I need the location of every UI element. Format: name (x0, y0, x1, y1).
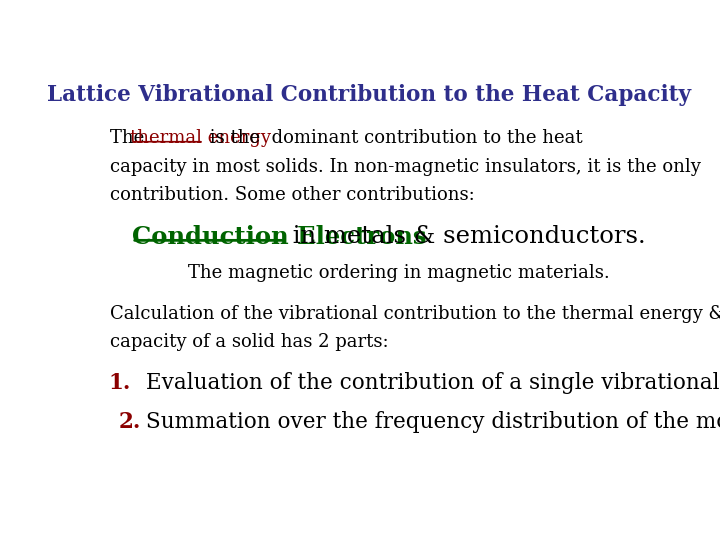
Text: 1.: 1. (109, 373, 131, 394)
Text: thermal energy: thermal energy (130, 129, 271, 147)
Text: Calculation of the vibrational contribution to the thermal energy & heat: Calculation of the vibrational contribut… (109, 305, 720, 322)
Text: 2.: 2. (119, 410, 141, 433)
Text: The magnetic ordering in magnetic materials.: The magnetic ordering in magnetic materi… (188, 264, 609, 281)
Text: Conduction Electrons: Conduction Electrons (132, 225, 426, 249)
Text: Lattice Vibrational Contribution to the Heat Capacity: Lattice Vibrational Contribution to the … (47, 84, 691, 105)
Text: is the  dominant contribution to the heat: is the dominant contribution to the heat (204, 129, 582, 147)
Text: Summation over the frequency distribution of the modes.: Summation over the frequency distributio… (145, 410, 720, 433)
Text: capacity of a solid has 2 parts:: capacity of a solid has 2 parts: (109, 333, 388, 351)
Text: capacity in most solids. In non-magnetic insulators, it is the only: capacity in most solids. In non-magnetic… (109, 158, 701, 176)
Text: The: The (109, 129, 150, 147)
Text: in metals & semiconductors.: in metals & semiconductors. (285, 225, 646, 248)
Text: contribution. Some other contributions:: contribution. Some other contributions: (109, 186, 474, 204)
Text: Evaluation of the contribution of a single vibrational mode.: Evaluation of the contribution of a sing… (145, 373, 720, 394)
